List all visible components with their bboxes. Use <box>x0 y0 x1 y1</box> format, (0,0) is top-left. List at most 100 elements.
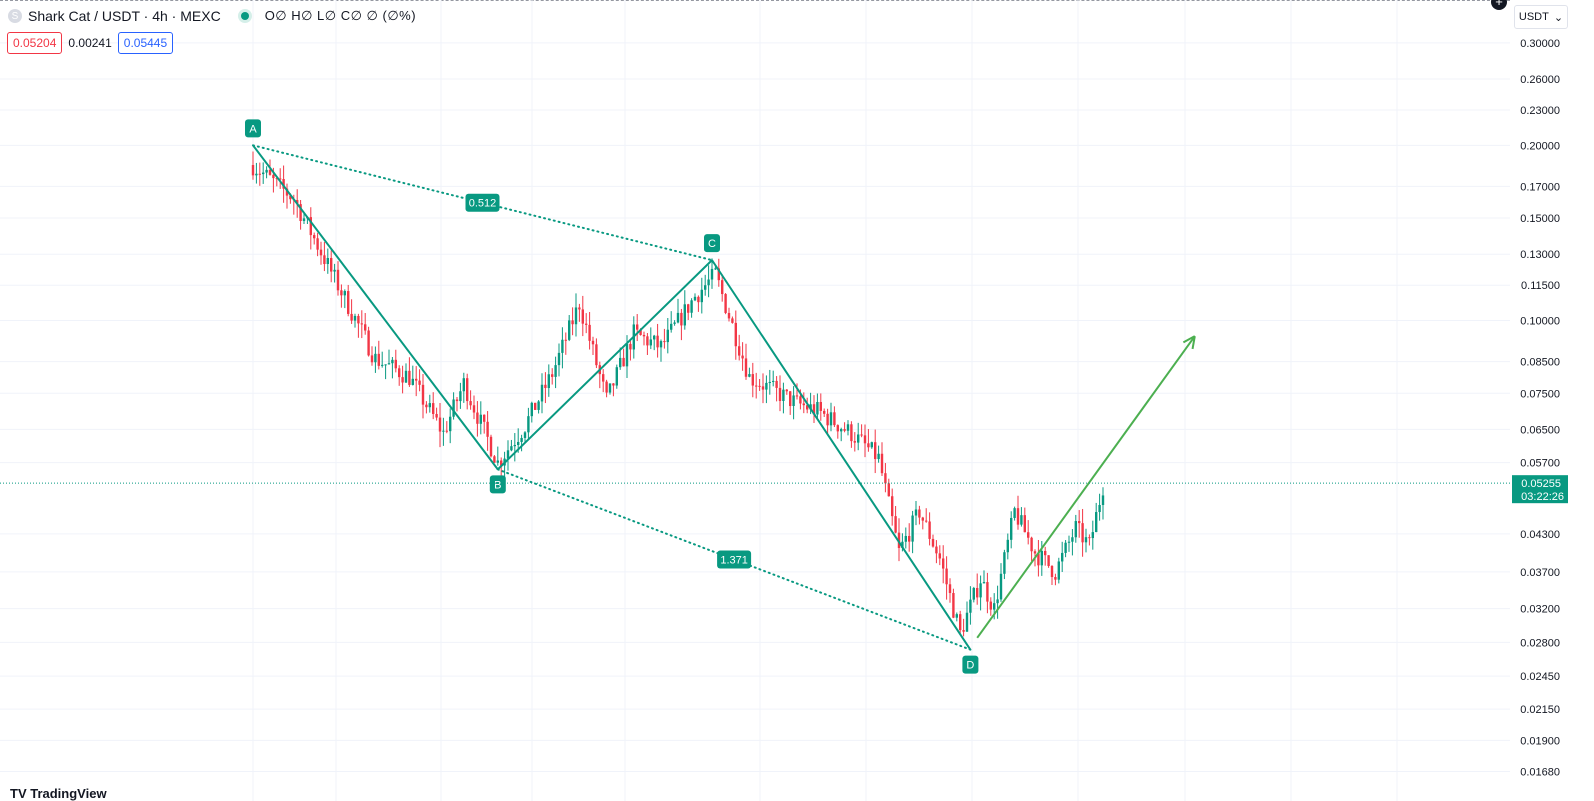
candle-body <box>758 385 761 387</box>
candle-body <box>619 357 622 368</box>
candle-body <box>659 341 663 348</box>
candle-body <box>1016 508 1020 525</box>
price-tick-label: 0.23000 <box>1520 105 1560 117</box>
candle-body <box>387 363 391 365</box>
candle-body <box>860 434 863 436</box>
projection-arrowhead <box>1182 335 1196 344</box>
candle-body <box>483 414 486 422</box>
candle-body <box>353 315 357 321</box>
price-tick-label: 0.02150 <box>1520 704 1560 716</box>
candle-body <box>425 404 428 408</box>
trade-row: 0.05204 0.00241 0.05445 <box>7 32 174 54</box>
candle-body <box>1091 532 1094 539</box>
candle-body <box>989 601 992 610</box>
candle-body <box>1040 550 1043 566</box>
candle-body <box>408 370 411 385</box>
candle-body <box>778 387 782 401</box>
candle-body <box>1006 539 1009 553</box>
candle-body <box>816 401 819 415</box>
candle-body <box>918 509 921 518</box>
chevron-down-icon: ⌄ <box>1553 11 1564 24</box>
candle-body <box>904 535 907 542</box>
harmonic-pattern: 0.512 1.371 A B C D <box>245 119 1196 674</box>
candle-body <box>853 441 856 443</box>
candle-body <box>928 521 931 539</box>
currency-selector[interactable]: USDT ⌄ <box>1514 5 1568 29</box>
candle-body <box>697 296 700 303</box>
candle-body <box>489 436 493 457</box>
candle-body <box>615 367 618 386</box>
point-label: B <box>494 479 501 491</box>
candle-body <box>432 403 435 414</box>
candle-body <box>394 359 397 369</box>
candle-body <box>942 558 945 569</box>
spread-value: 0.00241 <box>68 36 112 50</box>
price-tick-label: 0.03200 <box>1520 604 1560 616</box>
candle-body <box>564 339 567 341</box>
price-tick-label: 0.03700 <box>1520 567 1560 579</box>
candle-body <box>459 391 462 402</box>
candle-body <box>1033 551 1037 554</box>
price-tick-label: 0.15000 <box>1520 213 1560 225</box>
candle-body <box>1057 561 1060 580</box>
price-tick-label: 0.01680 <box>1520 766 1560 778</box>
bar-countdown-label: 03:22:26 <box>1521 491 1564 503</box>
candle-body <box>561 339 564 353</box>
candle-body <box>785 389 788 392</box>
candle-body <box>350 313 353 321</box>
candle-body <box>602 374 605 382</box>
candle-body <box>268 169 272 175</box>
candle-body <box>993 603 996 610</box>
plus-icon[interactable]: + <box>1491 0 1507 10</box>
candle-body <box>262 172 265 175</box>
candle-body <box>537 401 540 410</box>
candle-body <box>935 546 938 554</box>
candle-body <box>588 324 591 341</box>
candle-body <box>605 381 608 393</box>
ratio-badge <box>465 193 500 212</box>
candle-body <box>914 509 918 516</box>
candle-body <box>1013 508 1016 518</box>
price-tick-label: 0.02450 <box>1520 671 1560 683</box>
candle-body <box>921 517 924 521</box>
sell-price-button[interactable]: 0.05204 <box>7 32 63 54</box>
candle-body <box>547 374 550 389</box>
symbol-title[interactable]: Shark Cat / USDT · 4h · MEXC <box>28 8 221 24</box>
candle-body <box>540 384 544 402</box>
candle-body <box>493 456 496 463</box>
candle-body <box>476 412 479 424</box>
candle-body <box>428 403 431 408</box>
projection-arrowhead <box>1191 336 1196 350</box>
candle-body <box>1010 517 1013 540</box>
candle-body <box>1095 512 1098 533</box>
candle-body <box>323 255 326 265</box>
candle-body <box>581 309 584 324</box>
candle-body <box>1078 521 1081 524</box>
candle-body <box>731 318 734 323</box>
candles-layer <box>251 151 1105 637</box>
candle-body <box>1084 537 1088 543</box>
candle-body <box>1061 552 1064 562</box>
candle-body <box>398 368 401 378</box>
candle-body <box>520 437 523 442</box>
candle-body <box>1074 521 1077 538</box>
candle-body <box>391 359 394 364</box>
top-border <box>0 0 1510 1</box>
candle-body <box>748 374 751 377</box>
candle-body <box>1098 505 1101 513</box>
candle-body <box>955 614 958 618</box>
candle-body <box>347 291 350 314</box>
candle-body <box>925 520 928 522</box>
candle-body <box>792 395 795 407</box>
point-badge <box>489 475 506 494</box>
candle-body <box>867 443 870 448</box>
currency-label: USDT <box>1518 11 1549 23</box>
buy-price-button[interactable]: 0.05445 <box>117 32 174 54</box>
candle-body <box>656 335 659 348</box>
candle-body <box>812 404 816 415</box>
price-tick-label: 0.05700 <box>1520 458 1560 470</box>
candle-body <box>772 380 775 382</box>
candle-body <box>622 357 625 367</box>
candle-body <box>676 312 680 323</box>
